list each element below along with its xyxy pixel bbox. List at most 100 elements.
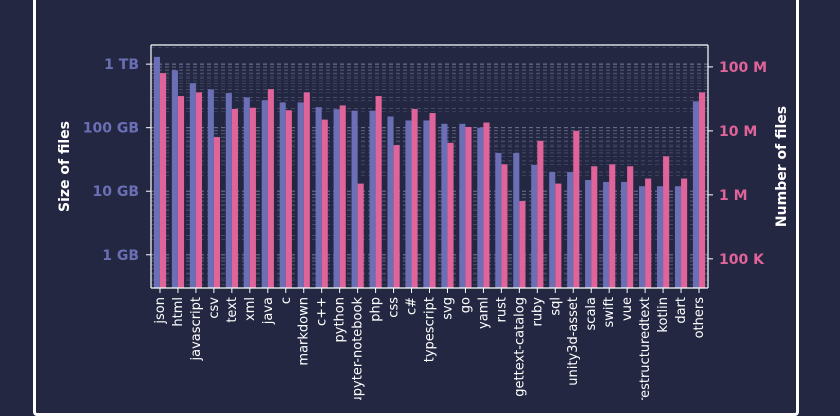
bar-size-vue bbox=[621, 181, 628, 288]
x-tick-label: go bbox=[458, 297, 473, 313]
x-tick-label: typescript bbox=[423, 297, 438, 362]
x-tick-label: xml bbox=[243, 297, 258, 321]
y-left-tick-label: 10 GB bbox=[92, 184, 139, 200]
bar-size-html bbox=[171, 70, 178, 288]
axes bbox=[146, 44, 713, 293]
x-tick-label: vue bbox=[620, 297, 635, 321]
x-tick-label: css bbox=[387, 297, 402, 318]
bar-size-ruby bbox=[531, 164, 538, 288]
bar-count-java bbox=[267, 89, 274, 288]
bar-size-python bbox=[333, 109, 340, 288]
bar-size-others bbox=[692, 101, 700, 288]
bar-count-markdown bbox=[303, 92, 310, 289]
bar-count-kotlin bbox=[663, 156, 670, 288]
bar-count-ruby bbox=[537, 140, 544, 288]
bar-size-java bbox=[261, 100, 268, 288]
bar-size-swift bbox=[603, 181, 610, 288]
bar-size-markdown bbox=[297, 102, 304, 288]
bar-size-gettext-catalog bbox=[513, 152, 520, 288]
y-left-tick-label: 1 GB bbox=[102, 248, 139, 264]
bar-count-c bbox=[285, 110, 292, 289]
x-tick-label: kotlin bbox=[656, 297, 671, 333]
bar-size-typescript bbox=[423, 120, 430, 289]
x-tick-label: ruby bbox=[530, 297, 545, 327]
bar-size-kotlin bbox=[656, 186, 664, 288]
bar-count-c# bbox=[411, 108, 418, 288]
x-tick-label: javascript bbox=[189, 297, 204, 361]
bar-size-sql bbox=[549, 172, 556, 288]
bar-count-typescript bbox=[429, 113, 436, 288]
bar-count-json bbox=[159, 73, 167, 288]
bar-count-c++ bbox=[321, 119, 328, 288]
bar-count-text bbox=[231, 108, 238, 288]
bar-size-go bbox=[459, 123, 466, 288]
x-tick-label: text bbox=[225, 297, 240, 323]
y-right-tick-label: 100 M bbox=[719, 60, 767, 76]
bar-size-json bbox=[153, 56, 160, 288]
bar-count-yaml bbox=[483, 122, 490, 288]
y-left-tick-label: 1 TB bbox=[104, 57, 139, 73]
y-right-axis-title: Number of files bbox=[774, 106, 790, 227]
x-tick-label: html bbox=[171, 297, 186, 327]
x-tick-label: json bbox=[153, 297, 168, 325]
y-left-axis-title: Size of files bbox=[57, 121, 73, 212]
x-tick-label: others bbox=[692, 297, 707, 339]
bar-count-javascript bbox=[195, 92, 203, 289]
x-tick-label: php bbox=[369, 297, 384, 322]
bar-size-dart bbox=[674, 186, 682, 288]
y-right-tick-label: 100 K bbox=[719, 252, 765, 268]
bar-size-restructuredtext bbox=[639, 186, 646, 288]
bar-size-rust bbox=[495, 152, 502, 288]
bar-count-sql bbox=[555, 183, 562, 288]
bar-size-scala bbox=[585, 180, 592, 288]
bar-count-csv bbox=[213, 137, 220, 288]
bar-size-xml bbox=[243, 97, 250, 288]
bar-count-xml bbox=[249, 107, 256, 288]
x-tick-label: scala bbox=[584, 297, 599, 330]
x-tick-label: c++ bbox=[315, 297, 330, 326]
x-tick-label: sql bbox=[548, 297, 563, 316]
y-right-tick-label: 10 M bbox=[719, 124, 757, 140]
bar-count-svg bbox=[447, 142, 454, 288]
x-tick-label: csv bbox=[207, 297, 222, 319]
x-tick-label: dart bbox=[674, 297, 689, 324]
bar-count-gettext-catalog bbox=[519, 201, 526, 288]
bar-count-css bbox=[393, 145, 400, 288]
x-tick-label: unity3d-asset bbox=[566, 297, 581, 386]
bar-count-others bbox=[699, 92, 706, 289]
x-tick-label: rust bbox=[494, 297, 509, 322]
x-tick-label: java bbox=[261, 297, 276, 325]
bar-count-php bbox=[375, 96, 382, 288]
bar-size-c bbox=[279, 102, 286, 288]
x-tick-label: swift bbox=[602, 297, 617, 327]
bar-size-css bbox=[387, 116, 394, 288]
bar-count-vue bbox=[627, 166, 634, 288]
x-tick-label: python bbox=[333, 297, 348, 342]
y-right-tick-label: 1 M bbox=[719, 188, 748, 204]
bars bbox=[153, 56, 706, 289]
bar-count-unity3d-asset bbox=[573, 130, 580, 288]
x-tick-label: svg bbox=[440, 297, 455, 320]
x-tick-label: c# bbox=[405, 297, 420, 315]
bar-size-php bbox=[369, 110, 376, 288]
bar-count-dart bbox=[681, 178, 688, 288]
x-tick-label: markdown bbox=[297, 297, 312, 366]
bar-size-csv bbox=[207, 89, 214, 289]
bar-size-svg bbox=[441, 123, 448, 288]
x-tick-label: jupyter-notebook bbox=[351, 297, 366, 400]
bar-count-rust bbox=[501, 164, 508, 288]
bar-chart: json html javascript csv text xml java c markdow… bbox=[57, 44, 790, 400]
bar-count-html bbox=[177, 96, 185, 288]
bar-count-scala bbox=[591, 166, 598, 288]
bar-count-restructuredtext bbox=[645, 178, 652, 288]
bar-size-c++ bbox=[315, 107, 322, 288]
x-tick-label: c bbox=[279, 297, 294, 304]
bar-size-unity3d-asset bbox=[567, 172, 574, 288]
bar-count-python bbox=[339, 105, 346, 289]
x-tick-label: yaml bbox=[476, 297, 491, 329]
bar-count-jupyter-notebook bbox=[357, 183, 364, 288]
bar-size-jupyter-notebook bbox=[351, 110, 358, 288]
bar-size-text bbox=[225, 93, 232, 288]
bar-count-swift bbox=[609, 164, 616, 288]
x-tick-label: restructuredtext bbox=[638, 297, 653, 400]
